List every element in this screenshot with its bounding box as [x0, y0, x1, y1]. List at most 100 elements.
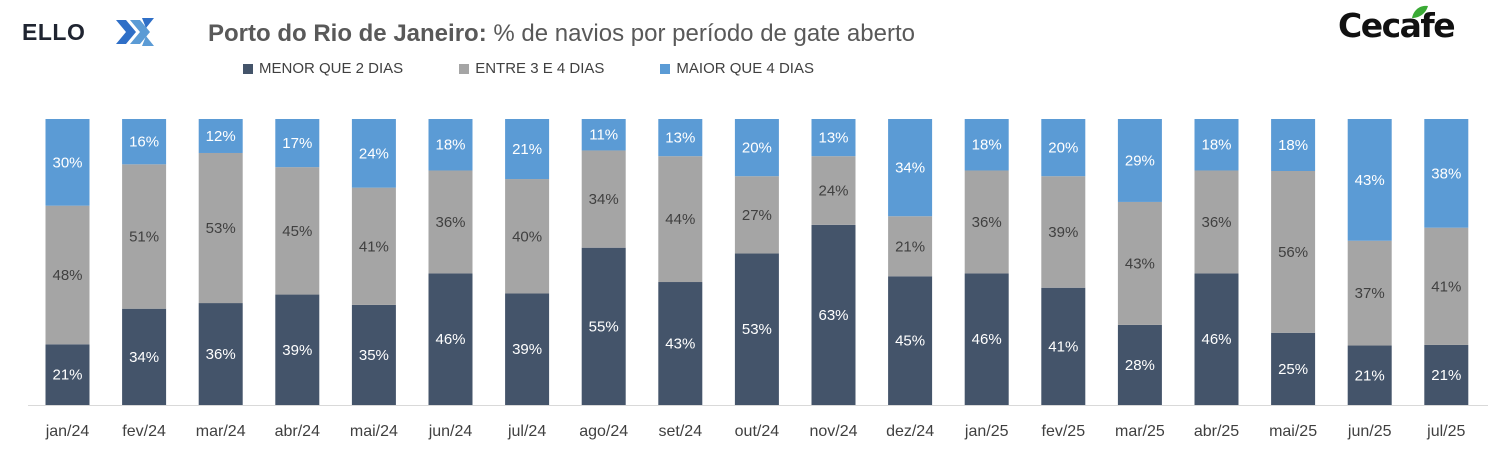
data-label-maior: 12% [206, 128, 236, 145]
data-label-entre: 36% [972, 214, 1002, 231]
bar-segment-maior [1271, 119, 1316, 171]
data-label-menor: 39% [282, 342, 312, 359]
legend-swatch-menor [243, 63, 253, 74]
bar-segment-entre [734, 176, 779, 254]
bar-segment-entre [198, 152, 243, 304]
x-tick-label: mai/25 [1269, 423, 1317, 440]
bar-segment-maior [275, 119, 320, 168]
x-tick-label: jun/25 [1347, 423, 1392, 440]
bar-segment-entre [1424, 227, 1469, 345]
bar-segment-maior [964, 119, 1009, 171]
data-label-maior: 16% [129, 134, 159, 151]
legend-swatch-maior [660, 63, 671, 74]
bar-segment-maior [1424, 119, 1469, 228]
x-tick-label: out/24 [735, 423, 780, 440]
chart-title: Porto do Rio de Janeiro: % de navios por… [208, 20, 915, 48]
bar-segment-entre [351, 187, 396, 305]
x-tick-label: jul/25 [1426, 423, 1465, 440]
legend-item-menor: MENOR QUE 2 DIAS [243, 60, 403, 77]
data-label-entre: 37% [1355, 285, 1385, 302]
data-label-menor: 21% [52, 367, 82, 384]
data-label-menor: 25% [1278, 361, 1308, 378]
x-tick-label: set/24 [659, 423, 703, 440]
bar-segment-maior [581, 119, 626, 151]
bar-segment-entre [275, 167, 320, 295]
data-label-menor: 21% [1431, 367, 1461, 384]
data-label-maior: 20% [1048, 140, 1078, 157]
bar-segment-maior [122, 119, 167, 165]
bar-segment-menor [275, 294, 320, 405]
data-label-maior: 34% [895, 160, 925, 177]
bar-segment-entre [428, 170, 473, 274]
bar-segment-menor [45, 344, 90, 405]
bar-segment-menor [734, 253, 779, 405]
chart-legend: MENOR QUE 2 DIAS ENTRE 3 E 4 DIAS MAIOR … [243, 60, 870, 77]
data-label-menor: 21% [1355, 367, 1385, 384]
data-label-entre: 24% [818, 183, 848, 200]
bar-segment-menor [505, 293, 550, 405]
data-label-maior: 18% [972, 137, 1002, 154]
cecafe-logo: Cecafe [1338, 4, 1463, 48]
bar-segment-menor [1271, 332, 1316, 405]
ello-x-mark-icon [116, 18, 154, 46]
data-label-entre: 45% [282, 223, 312, 240]
bar-segment-maior [888, 119, 933, 217]
x-tick-label: nov/24 [809, 423, 857, 440]
data-label-menor: 43% [665, 336, 695, 353]
x-tick-label: abr/25 [1194, 423, 1239, 440]
data-label-entre: 56% [1278, 244, 1308, 261]
data-label-entre: 53% [206, 220, 236, 237]
bar-segment-menor [1041, 287, 1086, 405]
bar-segment-menor [351, 304, 396, 405]
bar-segment-entre [581, 150, 626, 248]
x-tick-label: ago/24 [579, 423, 628, 440]
data-label-maior: 18% [1201, 137, 1231, 154]
data-label-maior: 20% [742, 140, 772, 157]
bar-segment-menor [1424, 344, 1469, 405]
data-label-maior: 21% [512, 141, 542, 158]
bar-segment-maior [428, 119, 473, 171]
data-label-maior: 13% [818, 130, 848, 147]
x-tick-label: jul/24 [507, 423, 546, 440]
bar-segment-entre [1194, 170, 1239, 274]
bar-segment-maior [658, 119, 703, 157]
data-label-menor: 28% [1125, 357, 1155, 374]
ello-logo-text: ELLO [22, 19, 86, 45]
bar-segment-entre [1271, 171, 1316, 333]
bar-segment-menor [581, 247, 626, 405]
data-label-menor: 35% [359, 347, 389, 364]
bar-segment-maior [1194, 119, 1239, 171]
bar-segment-menor [428, 273, 473, 405]
bar-segment-entre [122, 164, 167, 309]
data-label-menor: 41% [1048, 338, 1078, 355]
data-label-maior: 18% [1278, 137, 1308, 154]
data-label-menor: 36% [206, 346, 236, 363]
legend-label-maior: MAIOR QUE 4 DIAS [676, 60, 814, 77]
bar-segment-menor [658, 282, 703, 405]
data-label-maior: 38% [1431, 165, 1461, 182]
cecafe-logo-text: Cecafe [1338, 6, 1456, 45]
bar-segment-maior [1117, 119, 1162, 202]
bar-segment-menor [122, 308, 167, 405]
data-label-maior: 30% [52, 154, 82, 171]
data-label-maior: 18% [435, 137, 465, 154]
bar-segment-menor [1117, 324, 1162, 405]
bar-segment-maior [505, 119, 550, 180]
x-tick-label: jan/24 [45, 423, 90, 440]
data-label-entre: 40% [512, 228, 542, 245]
bar-segment-maior [45, 119, 90, 206]
data-label-maior: 17% [282, 135, 312, 152]
x-tick-label: mai/24 [350, 423, 398, 440]
data-label-entre: 48% [52, 267, 82, 284]
bar-segment-maior [198, 119, 243, 153]
data-label-maior: 11% [589, 127, 618, 144]
data-label-maior: 24% [359, 145, 389, 162]
data-label-entre: 39% [1048, 224, 1078, 241]
data-label-entre: 27% [742, 207, 772, 224]
x-tick-label: jun/24 [428, 423, 473, 440]
data-label-entre: 34% [589, 191, 619, 208]
legend-item-entre: ENTRE 3 E 4 DIAS [459, 60, 604, 77]
data-label-menor: 63% [818, 307, 848, 324]
data-label-entre: 44% [665, 211, 695, 228]
bar-segment-menor [964, 273, 1009, 405]
